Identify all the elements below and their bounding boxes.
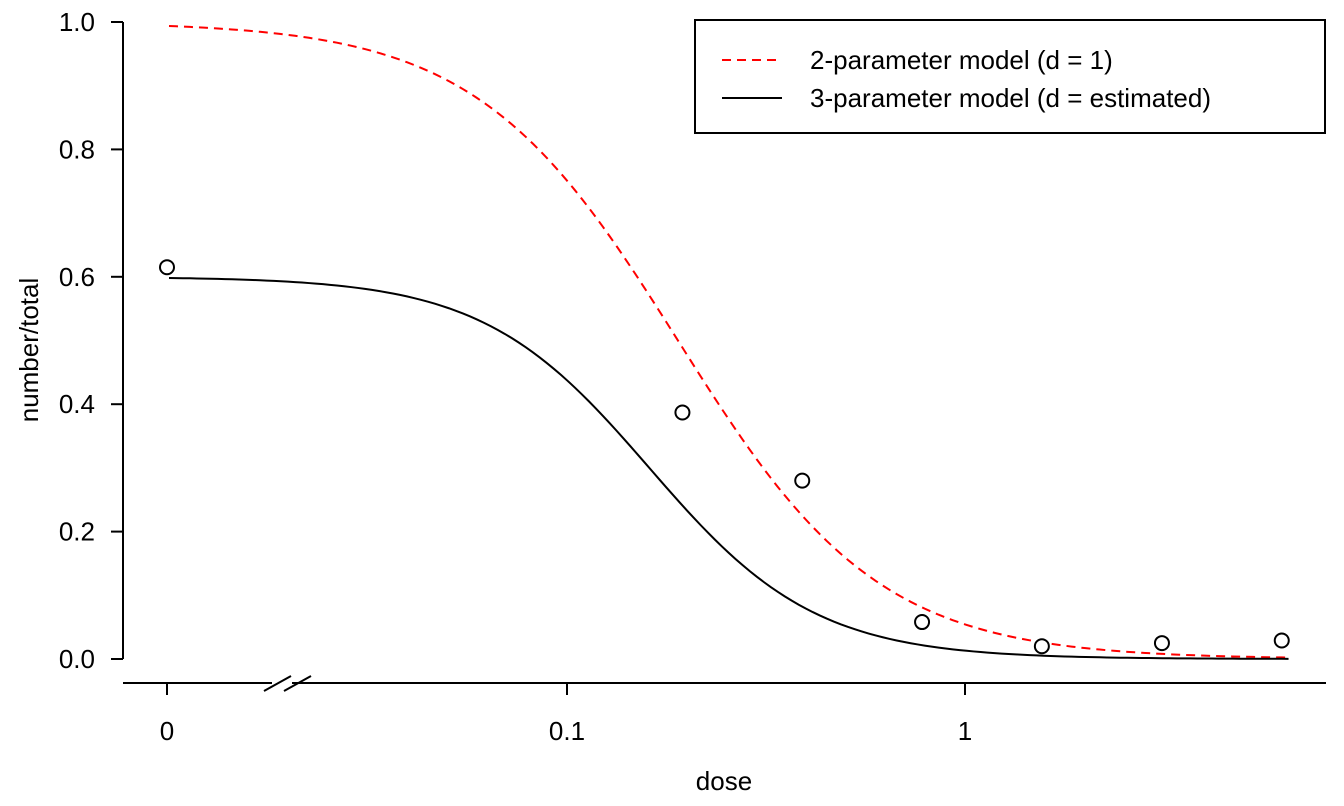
y-tick-label: 0.6 xyxy=(59,262,95,292)
y-tick-label: 0.0 xyxy=(59,644,95,674)
legend-box xyxy=(694,19,1326,134)
data-point xyxy=(159,259,175,276)
x-tick-label: 0.1 xyxy=(549,716,585,746)
model-curve xyxy=(168,276,1289,660)
y-axis: 0.0 0.2 0.4 0.6 0.8 1.0 xyxy=(59,7,124,674)
model-curves xyxy=(168,25,1289,660)
x-tick-label: 0 xyxy=(160,716,174,746)
y-tick-label: 0.4 xyxy=(59,389,95,419)
y-tick-label: 0.8 xyxy=(59,134,95,164)
data-point xyxy=(674,404,691,421)
axis-break-mark xyxy=(263,675,292,692)
x-axis-title: dose xyxy=(696,766,752,796)
y-tick-label: 1.0 xyxy=(59,7,95,37)
data-point xyxy=(794,472,811,489)
legend-label: 3-parameter model (d = estimated) xyxy=(810,83,1211,113)
x-tick-label: 1 xyxy=(958,716,972,746)
data-point xyxy=(1273,632,1290,649)
model-curve xyxy=(168,25,1289,659)
data-point xyxy=(914,614,931,631)
legend: 2-parameter model (d = 1) 3-parameter mod… xyxy=(694,19,1326,134)
data-points xyxy=(159,259,1290,655)
axis-break-mark xyxy=(283,675,312,692)
data-point xyxy=(1153,635,1170,652)
legend-label: 2-parameter model (d = 1) xyxy=(810,45,1113,75)
y-axis-title: number/total xyxy=(14,278,44,423)
y-tick-label: 0.2 xyxy=(59,517,95,547)
data-point xyxy=(1033,638,1050,655)
plot-area: 0.00.20.40.60.81.0 0 0.1 1 xyxy=(59,7,1326,746)
x-axis: 0 0.1 1 xyxy=(123,675,1326,746)
